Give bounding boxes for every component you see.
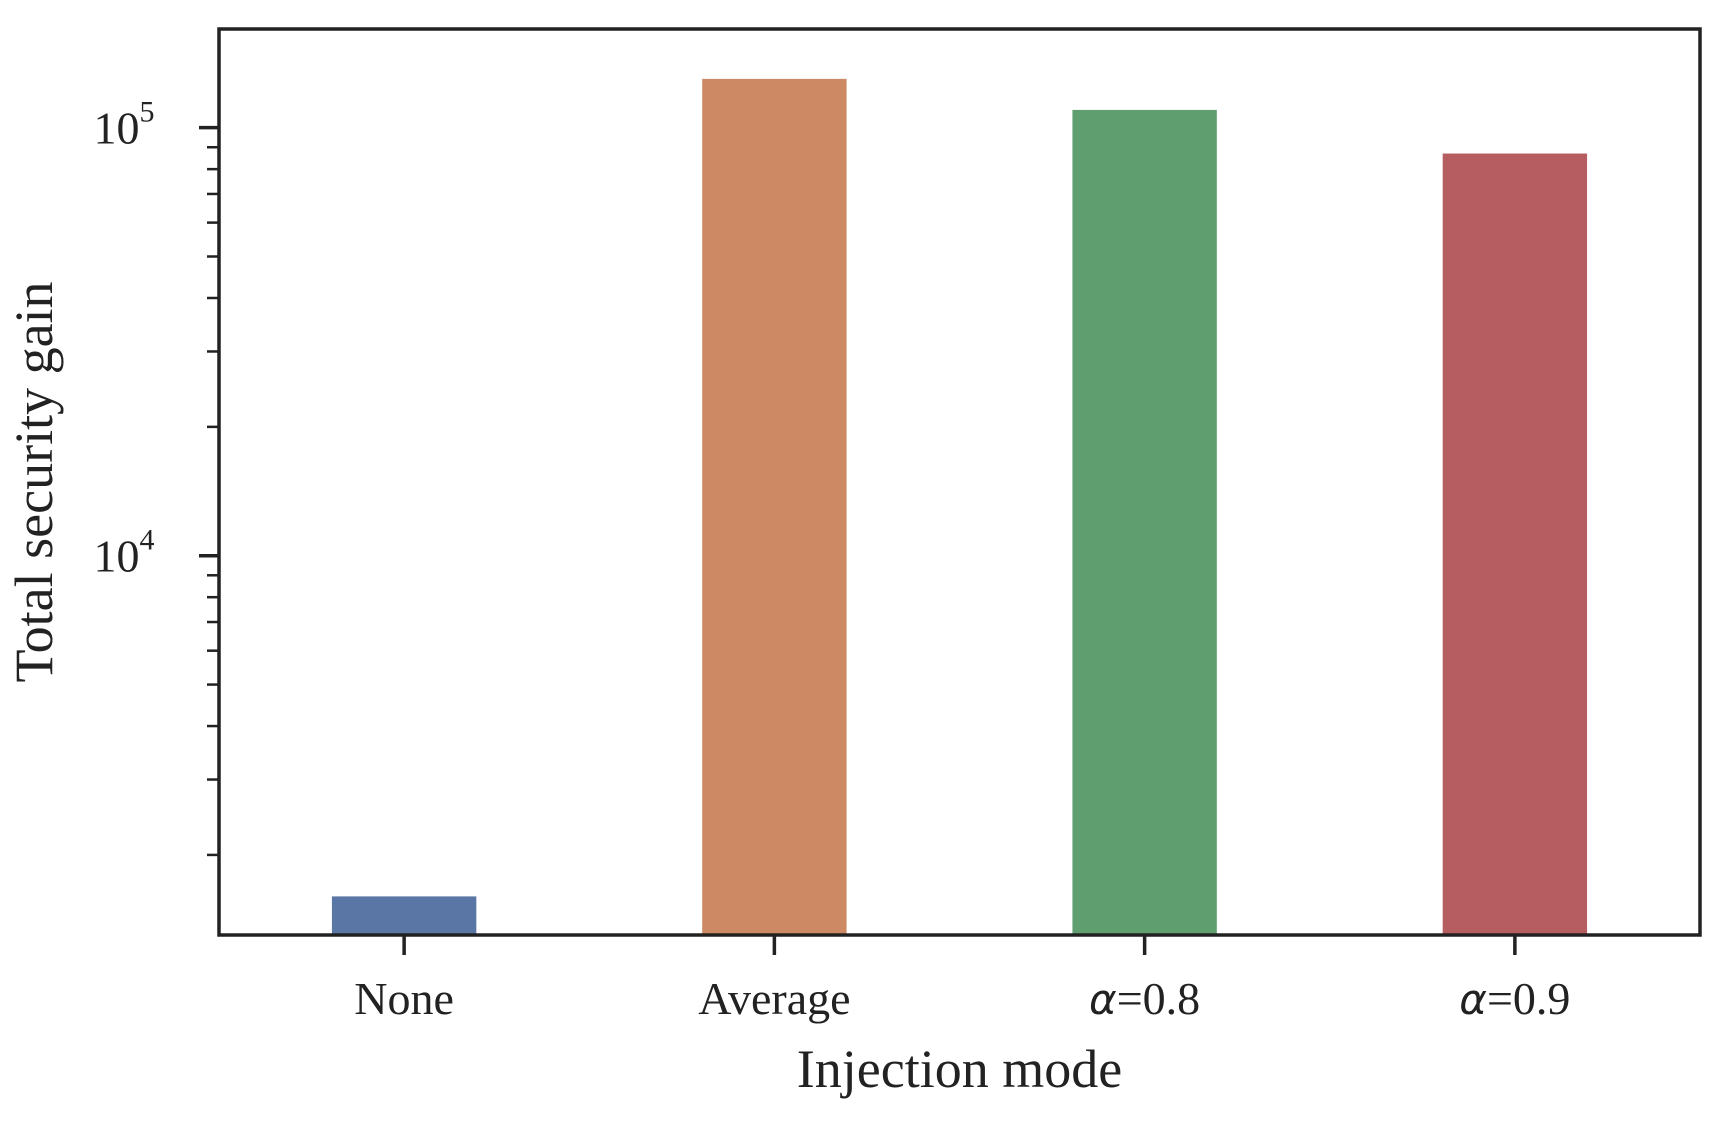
bar-1: [702, 78, 847, 936]
x-tick-label: Average: [698, 973, 850, 1024]
y-tick-label: 105: [94, 96, 155, 154]
x-axis-label: Injection mode: [797, 1039, 1122, 1099]
x-tick-label: None: [354, 973, 454, 1024]
y-axis-ticks: 104 105: [94, 96, 219, 857]
bar-3: [1442, 153, 1588, 935]
x-tick-label: α=0.8: [1089, 973, 1200, 1024]
plot-frame: [217, 27, 1702, 937]
bars-group: [331, 78, 1588, 936]
x-axis-ticks: None Average α=0.8 α=0.9: [354, 935, 1570, 1024]
y-axis-label: Total security gain: [4, 281, 64, 682]
bar-0: [331, 896, 477, 935]
bar-2: [1072, 109, 1217, 936]
y-tick-label: 104: [94, 524, 155, 582]
x-tick-label: α=0.9: [1459, 973, 1570, 1024]
